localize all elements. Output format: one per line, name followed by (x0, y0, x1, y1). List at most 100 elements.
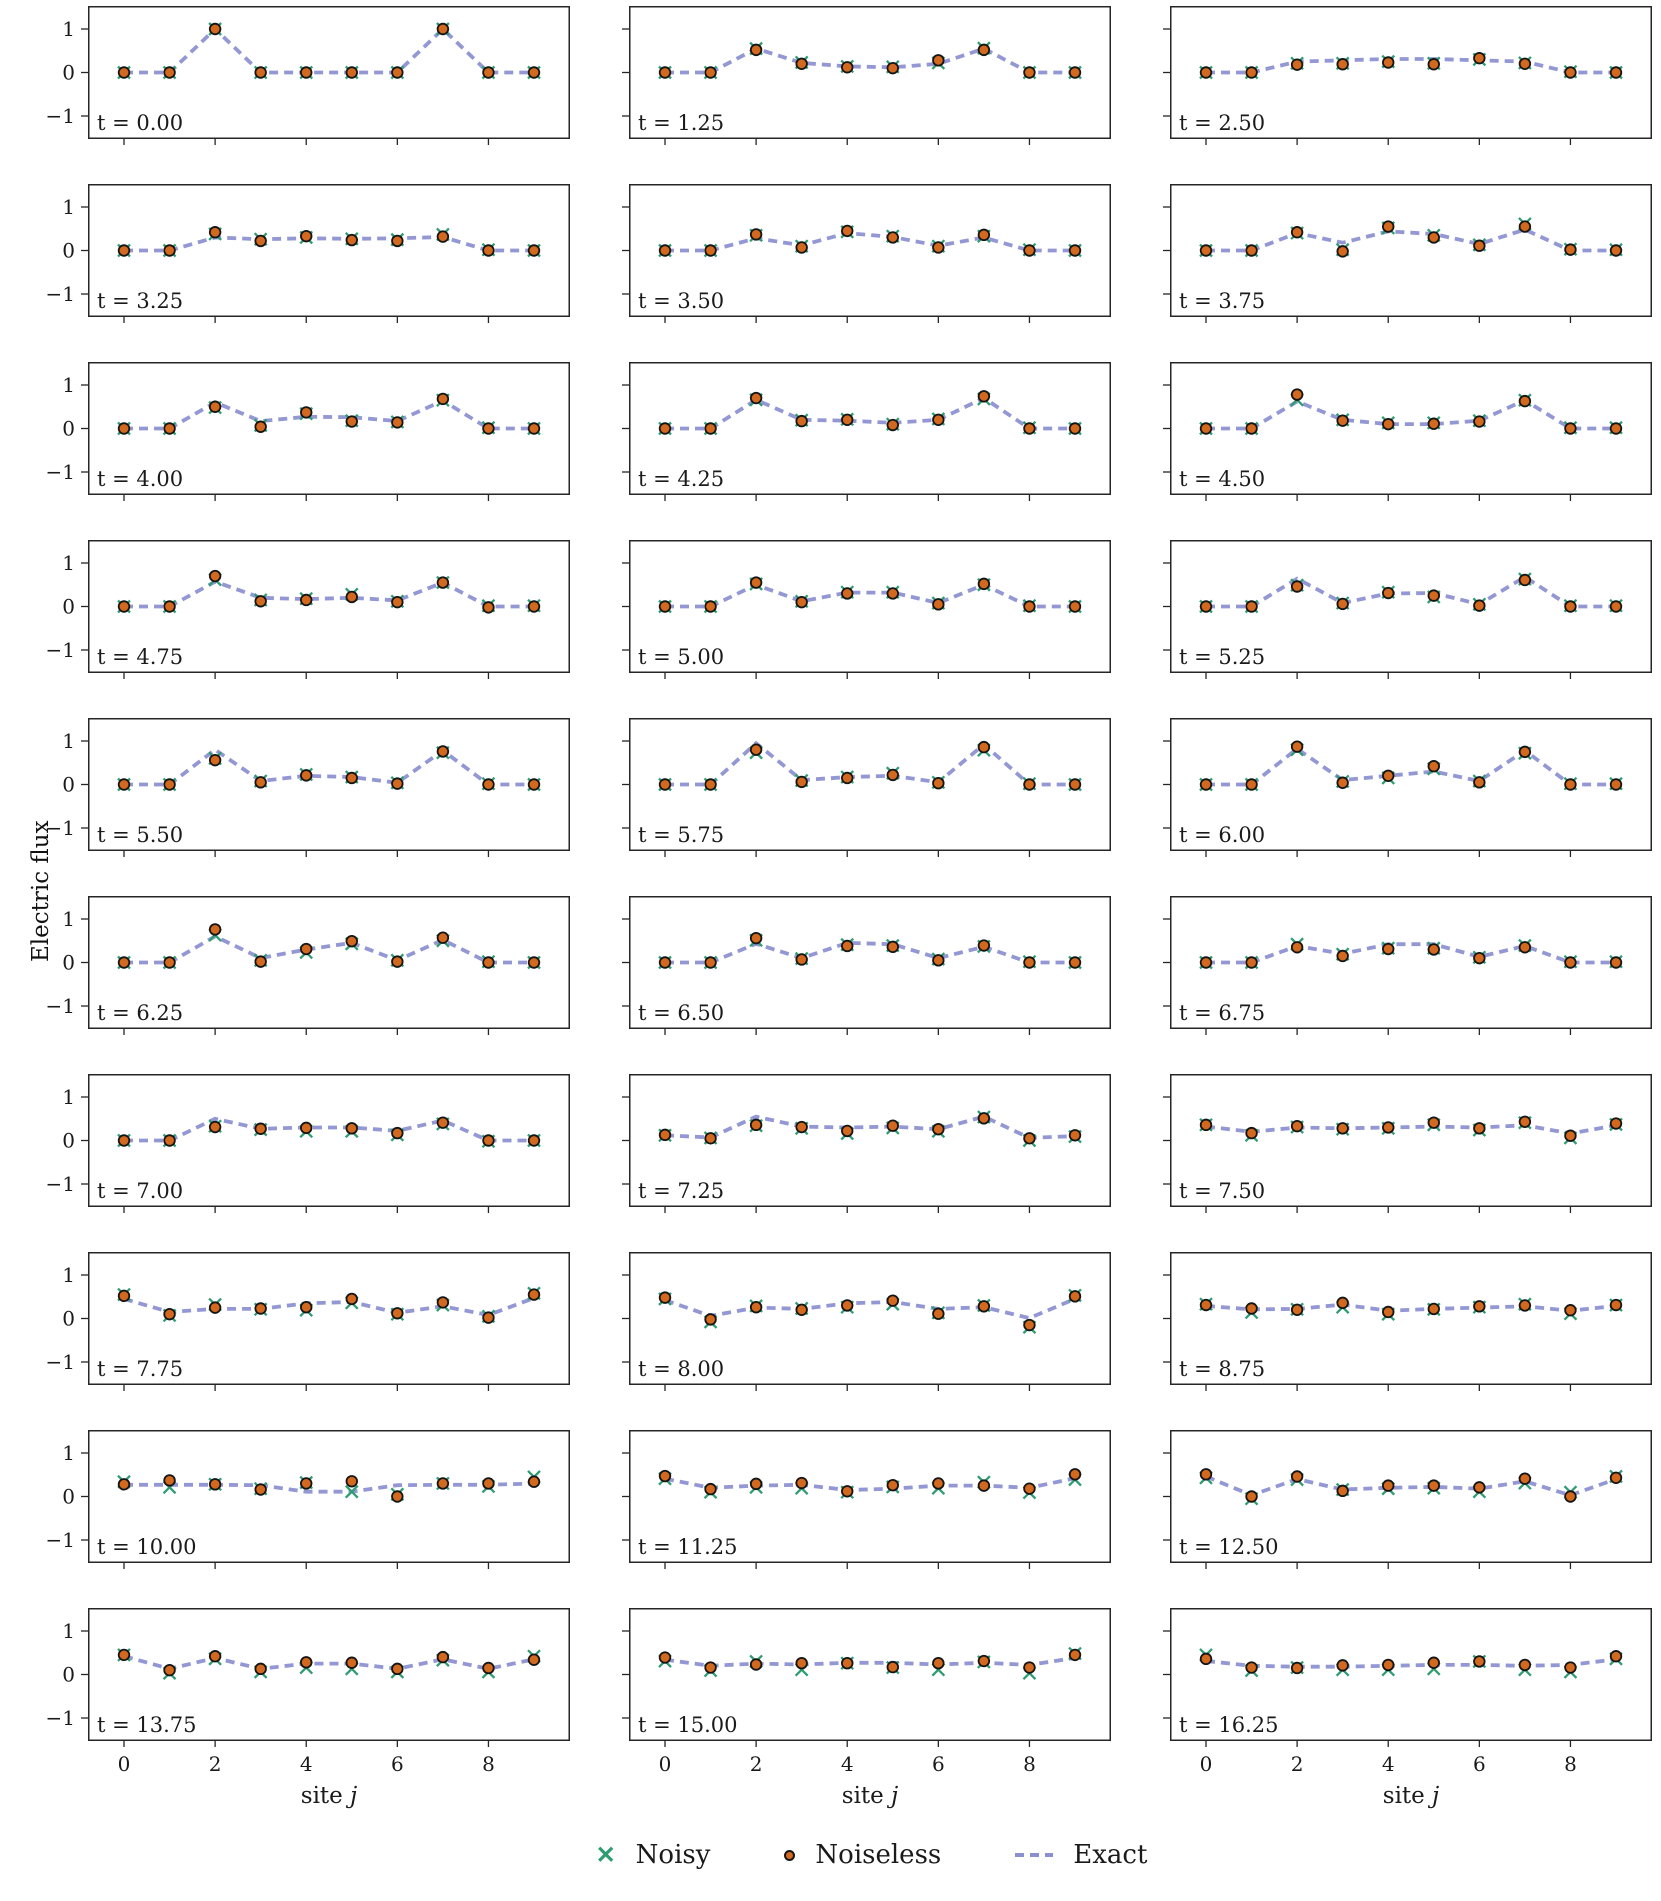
noiseless-marker (527, 66, 541, 79)
noiseless-marker (932, 1477, 945, 1490)
subplot-canvas: t = 4.50 (1163, 362, 1652, 501)
subplot-canvas: 1 0 −1 t = 7.00 (46, 1074, 570, 1213)
noiseless-marker (117, 244, 131, 257)
subplot-canvas: t = 6.50 (622, 896, 1111, 1035)
noiseless-marker (1199, 422, 1213, 435)
subplot-row-8: 1 0 −1 t = 10.00 t = 11.25 t = 12.50 (46, 1430, 1655, 1569)
noiseless-marker (886, 587, 899, 600)
noiseless-marker (254, 66, 267, 79)
noiseless-marker (1199, 1652, 1213, 1666)
x-tick-label: 6 (932, 1752, 945, 1776)
noiseless-marker (1290, 1119, 1304, 1133)
noiseless-marker (1245, 600, 1258, 613)
noiseless-marker (704, 244, 717, 257)
time-label: t = 6.00 (1179, 823, 1265, 847)
y-tick-label: 1 (62, 1263, 75, 1287)
noiseless-marker (1199, 778, 1213, 791)
legend-item-exact: Exact (1015, 1840, 1147, 1870)
noiseless-marker (1023, 1318, 1036, 1332)
noiseless-marker (1609, 956, 1623, 969)
y-tick-label: −1 (46, 1172, 75, 1196)
time-label: t = 6.50 (638, 1001, 724, 1025)
noiseless-marker (345, 233, 358, 247)
axes-frame (629, 1430, 1111, 1563)
noiseless-marker (1564, 422, 1577, 435)
exact-line (124, 934, 534, 965)
noiseless-marker (1245, 956, 1258, 969)
noiseless-marker (1068, 422, 1082, 435)
time-label: t = 13.75 (97, 1713, 197, 1737)
noiseless-marker (1564, 1304, 1577, 1317)
x-axis-label: site j (1383, 1783, 1439, 1809)
noiseless-marker (117, 600, 131, 613)
time-label: t = 4.25 (638, 467, 724, 491)
x-tick-label: 8 (482, 1752, 495, 1776)
noiseless-marker (1023, 956, 1036, 969)
noiseless-marker (1336, 1296, 1349, 1310)
noiseless-marker (704, 1482, 717, 1496)
noiseless-marker (795, 57, 808, 71)
axes-frame (1170, 1608, 1652, 1741)
noiseless-marker (527, 778, 541, 791)
axes-frame (88, 184, 570, 317)
legend-label-exact: Exact (1073, 1840, 1148, 1870)
noiseless-marker (1518, 220, 1532, 233)
noiseless-marker (391, 955, 404, 968)
noiseless-marker (300, 769, 313, 782)
noiseless-marker (208, 923, 222, 936)
noiseless-marker (1518, 1115, 1532, 1128)
noiseless-marker (1068, 1290, 1082, 1303)
exact-line (1205, 1474, 1617, 1498)
noiseless-marker (1199, 956, 1213, 969)
noiseless-marker (977, 1112, 991, 1125)
noiseless-marker (482, 778, 495, 791)
noiseless-marker (841, 1656, 854, 1670)
noiseless-marker (841, 587, 854, 600)
exact-line (665, 582, 1075, 609)
noiseless-marker (208, 22, 222, 36)
noiseless-marker (749, 1477, 763, 1491)
axes-frame (1170, 1074, 1652, 1207)
noiseless-marker (208, 753, 222, 767)
time-label: t = 10.00 (97, 1535, 197, 1559)
subplot-row-5: 1 0 −1 t = 6.25 t = 6.50 t = 6.75 (46, 896, 1655, 1035)
noiseless-marker (658, 422, 672, 435)
noiseless-marker (886, 231, 899, 244)
time-label: t = 5.50 (97, 823, 183, 847)
noiseless-marker (1564, 956, 1577, 969)
noiseless-marker (795, 953, 808, 966)
noiseless-marker (795, 241, 808, 254)
noiseless-marker (704, 956, 717, 969)
subplot-canvas: 1 0 −1 t = 6.25 (46, 896, 570, 1035)
noisy-x-marker-icon: ✕ (595, 1840, 616, 1869)
subplot-canvas: t = 8.75 (1163, 1252, 1652, 1391)
noiseless-marker (1473, 1481, 1486, 1494)
noiseless-marker (704, 1661, 717, 1674)
noiseless-marker (527, 600, 541, 613)
noiseless-marker (932, 241, 945, 254)
y-tick-label: 0 (62, 1485, 75, 1509)
noiseless-marker (345, 415, 358, 428)
subplot-t-5.50: 1 0 −1 t = 5.50 (46, 718, 570, 857)
noiseless-marker (749, 1118, 763, 1132)
y-tick-label: 1 (62, 729, 75, 753)
y-tick-label: 0 (62, 773, 75, 797)
noiseless-marker (1564, 243, 1577, 256)
time-label: t = 4.00 (97, 467, 183, 491)
noiseless-marker (1564, 778, 1577, 791)
noiseless-marker (1564, 1129, 1577, 1142)
noiseless-marker (1245, 1302, 1258, 1315)
axes-frame (1170, 540, 1652, 673)
subplot-t-5.00: t = 5.00 (622, 540, 1111, 679)
exact-line (1206, 942, 1616, 965)
noiseless-marker (1427, 1302, 1440, 1316)
subplot-t-8.00: t = 8.00 (622, 1252, 1111, 1391)
subplot-t-3.75: t = 3.75 (1163, 184, 1652, 323)
axes-frame (629, 184, 1111, 317)
legend: ✕ Noisy Noiseless Exact (88, 1840, 1655, 1870)
subplot-canvas: t = 5.75 (622, 718, 1111, 857)
noiseless-marker (795, 1476, 808, 1490)
exact-line (1206, 227, 1616, 253)
noiseless-marker (658, 1128, 672, 1142)
noiseless-marker (391, 1307, 404, 1320)
